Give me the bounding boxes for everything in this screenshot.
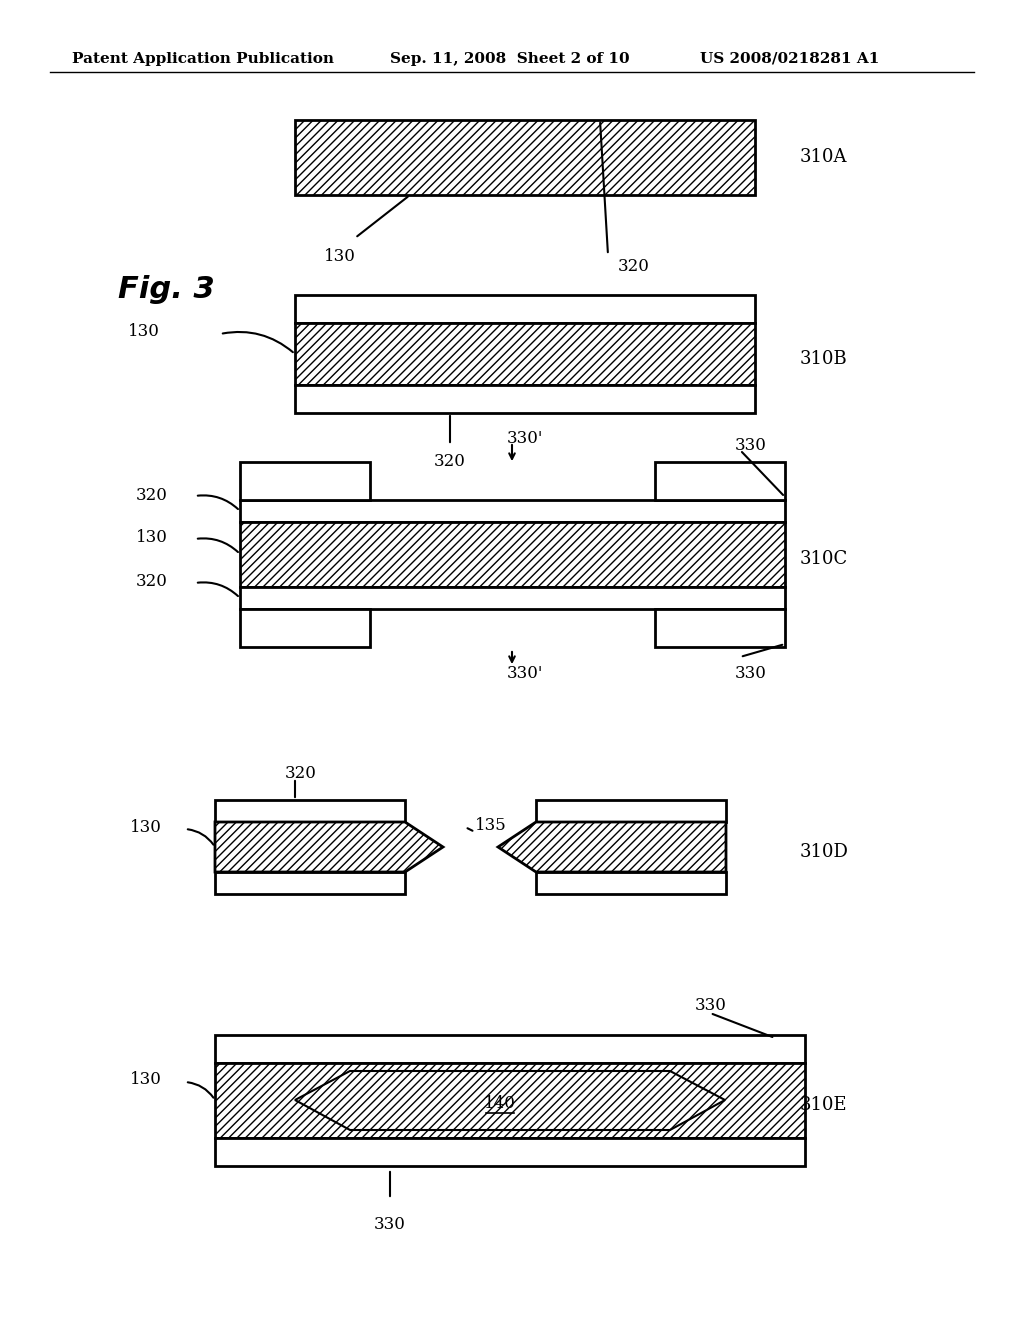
Bar — [240, 462, 370, 500]
Text: US 2008/0218281 A1: US 2008/0218281 A1 — [700, 51, 880, 66]
Polygon shape — [295, 1071, 725, 1130]
Text: 330': 330' — [507, 430, 544, 447]
Text: 330: 330 — [735, 665, 767, 682]
Text: 320: 320 — [434, 453, 466, 470]
Bar — [240, 609, 370, 647]
Text: Patent Application Publication: Patent Application Publication — [72, 51, 334, 66]
Text: 330: 330 — [374, 1216, 406, 1233]
Polygon shape — [498, 822, 726, 873]
Bar — [655, 462, 785, 500]
Bar — [536, 800, 726, 822]
Text: 310E: 310E — [800, 1096, 848, 1114]
Bar — [240, 587, 785, 609]
Text: 330': 330' — [507, 665, 544, 682]
Text: 320: 320 — [136, 487, 168, 503]
Text: 140: 140 — [484, 1094, 516, 1111]
Text: 130: 130 — [130, 1072, 162, 1089]
Text: Fig. 3: Fig. 3 — [118, 275, 215, 304]
Bar — [295, 385, 755, 413]
Bar — [536, 873, 726, 894]
Bar — [655, 609, 785, 647]
Bar — [295, 294, 755, 323]
Text: Sep. 11, 2008  Sheet 2 of 10: Sep. 11, 2008 Sheet 2 of 10 — [390, 51, 630, 66]
Text: 330: 330 — [695, 997, 727, 1014]
Bar — [240, 500, 785, 521]
Bar — [240, 521, 785, 587]
Bar — [215, 1063, 805, 1138]
Text: 310D: 310D — [800, 843, 849, 861]
Text: 130: 130 — [128, 323, 160, 341]
Text: 310C: 310C — [800, 550, 848, 568]
Bar — [215, 873, 406, 894]
Text: 130: 130 — [136, 529, 168, 546]
Text: 320: 320 — [618, 257, 650, 275]
Bar — [295, 323, 755, 385]
Text: 310B: 310B — [800, 350, 848, 368]
Text: 130: 130 — [324, 248, 356, 265]
Text: 130: 130 — [130, 818, 162, 836]
Text: 310A: 310A — [800, 148, 848, 166]
Bar — [295, 120, 755, 195]
Bar — [215, 800, 406, 822]
Text: 135: 135 — [475, 817, 507, 834]
Text: 330: 330 — [735, 437, 767, 454]
Text: 320: 320 — [136, 573, 168, 590]
Polygon shape — [215, 822, 443, 873]
Bar — [215, 1138, 805, 1166]
Text: 320: 320 — [285, 766, 316, 781]
Bar — [215, 1035, 805, 1063]
